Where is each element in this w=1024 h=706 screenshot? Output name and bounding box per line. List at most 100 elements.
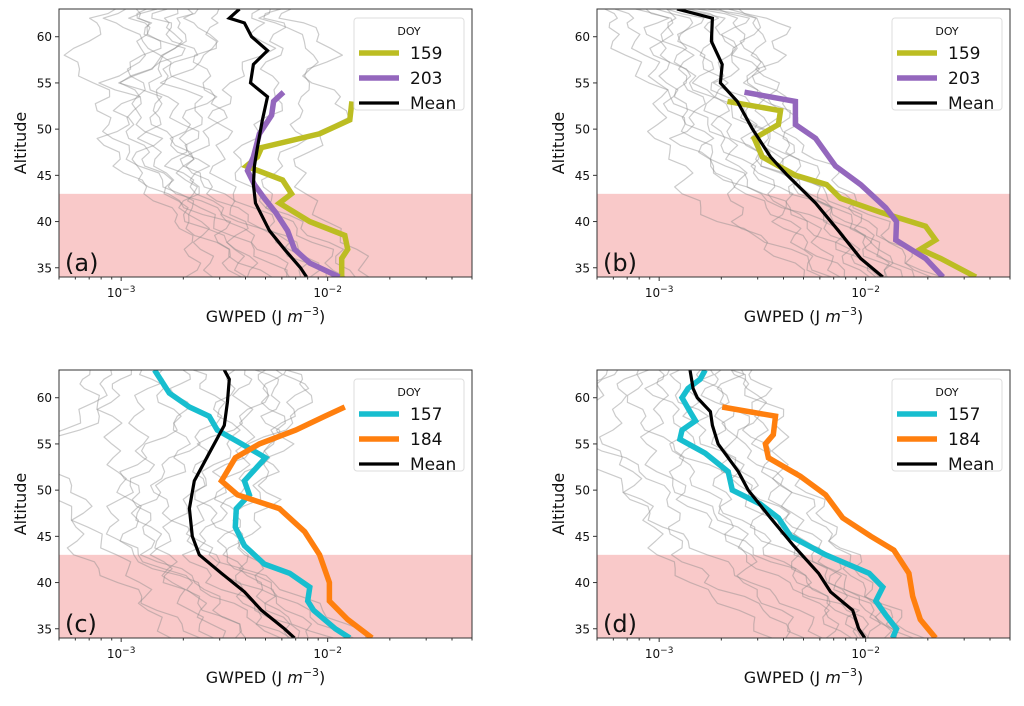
shaded-band <box>597 193 1010 277</box>
legend-label-184: 184 <box>948 430 980 450</box>
series-line-mean <box>226 9 308 277</box>
legend-box <box>891 17 1003 111</box>
ensemble-profile-line <box>79 370 214 638</box>
series-line-184 <box>217 404 374 638</box>
ensemble-profile-line <box>626 370 862 638</box>
series-line-203 <box>744 89 946 277</box>
y-tick-label: 60 <box>37 30 52 44</box>
ensemble-profile-line <box>598 370 823 638</box>
plot-lines <box>59 370 374 638</box>
ensemble-profile-line <box>112 9 309 277</box>
chart-c: 35 40 45 50 55 60 10−3 10−2 GWPED (J m−3) Altitud… <box>11 369 473 687</box>
chart-d: 35 40 45 50 55 60 10−3 10−2 GWPED (J m−3) Altitud… <box>549 369 1011 687</box>
y-tick-label: 50 <box>37 484 52 498</box>
y-tick-label: 60 <box>575 30 590 44</box>
ensemble-profile-line <box>237 370 334 638</box>
ensemble-profile-line <box>710 9 915 277</box>
ensemble-profile-line <box>119 370 292 638</box>
ensemble-profile-line <box>707 9 890 277</box>
ensemble-profile-line <box>676 9 846 277</box>
y-tick-label: 60 <box>37 391 52 405</box>
legend: DOY 157 184 Mean <box>353 378 465 475</box>
ensemble-profile-line <box>59 370 201 638</box>
ensemble-profile-line <box>192 370 291 638</box>
y-tick-label: 55 <box>575 76 590 90</box>
panel-d: 35 40 45 50 55 60 10−3 10−2 GWPED (J m−3) Altitud… <box>538 361 1024 706</box>
panel-a: 35 40 45 50 55 60 10−3 10−2 GWPED (J m−3) Altitud… <box>0 0 512 345</box>
x-tick-label: 10−3 <box>107 646 136 661</box>
ensemble-profile-line <box>614 9 832 277</box>
shaded-band <box>597 554 1010 638</box>
y-tick-label: 55 <box>37 437 52 451</box>
legend-title: DOY <box>935 25 959 38</box>
ensemble-profile-line <box>666 9 870 277</box>
ensemble-profile-line <box>731 370 881 638</box>
ensemble-profile-line <box>207 9 327 277</box>
legend-label-mean: Mean <box>948 455 994 475</box>
series-line-184 <box>721 404 938 638</box>
series-line-157 <box>152 370 352 638</box>
ensemble-profile-line <box>669 370 852 638</box>
ensemble-profile-line <box>149 9 273 277</box>
y-axis-title: Altitude <box>549 112 568 175</box>
ensemble-profile-line <box>645 9 880 277</box>
series-line-mean <box>676 9 884 277</box>
ensemble-profile-line <box>728 9 932 277</box>
x-tick-label: 10−3 <box>645 646 674 661</box>
legend-label-159: 159 <box>948 44 980 64</box>
ensemble-profile-line <box>649 9 841 277</box>
panel-label: (d) <box>603 610 637 638</box>
y-tick-label: 50 <box>575 484 590 498</box>
ensemble-profile-line <box>185 370 367 638</box>
panel-b: 35 40 45 50 55 60 10−3 10−2 GWPED (J m−3) Altitud… <box>538 0 1024 345</box>
panel-label: (a) <box>65 249 98 277</box>
legend-label-159: 159 <box>410 44 442 64</box>
legend-label-157: 157 <box>948 405 980 425</box>
y-tick-label: 35 <box>37 261 52 275</box>
y-tick-label: 40 <box>37 576 52 590</box>
y-tick-label: 55 <box>575 437 590 451</box>
x-axis-title: GWPED (J m−3) <box>206 305 326 326</box>
x-tick-label: 10−2 <box>851 646 880 661</box>
legend-box <box>891 378 1003 472</box>
ensemble-profile-line <box>149 370 247 638</box>
y-axis-title: Altitude <box>11 112 30 175</box>
legend-label-184: 184 <box>410 430 442 450</box>
ensemble-profile-line <box>159 9 290 277</box>
ensemble-profile-line <box>216 370 354 638</box>
y-tick-label: 40 <box>37 215 52 229</box>
ensemble-profile-line <box>597 370 773 638</box>
legend-label-mean: Mean <box>410 455 456 475</box>
ensemble-profile-line <box>697 9 894 277</box>
ensemble-profile-line <box>63 9 215 277</box>
x-tick-label: 10−2 <box>851 285 880 300</box>
legend: DOY 159 203 Mean <box>353 17 465 114</box>
x-tick-label: 10−3 <box>107 285 136 300</box>
y-tick-label: 40 <box>575 215 590 229</box>
series-line-159 <box>726 98 978 277</box>
ensemble-profile-line <box>96 9 202 277</box>
y-tick-label: 45 <box>37 530 52 544</box>
y-tick-label: 60 <box>575 391 590 405</box>
legend-title: DOY <box>935 386 959 399</box>
legend-box <box>353 378 465 472</box>
series-line-mean <box>187 370 296 638</box>
y-tick-label: 35 <box>575 261 590 275</box>
y-tick-label: 35 <box>575 622 590 636</box>
ensemble-profile-line <box>738 9 943 277</box>
ensemble-profile-line <box>730 370 893 638</box>
series-line-mean <box>688 370 867 638</box>
ensemble-profile-line <box>59 370 172 638</box>
x-tick-label: 10−3 <box>645 285 674 300</box>
y-tick-label: 45 <box>37 169 52 183</box>
ensemble-profile-line <box>666 9 904 277</box>
ensemble-profile-line <box>736 370 914 638</box>
ensemble-profile-line <box>150 370 282 638</box>
legend-label-mean: Mean <box>410 94 456 114</box>
y-tick-label: 35 <box>37 622 52 636</box>
x-tick-label: 10−2 <box>313 285 342 300</box>
y-tick-label: 45 <box>575 169 590 183</box>
legend-box <box>353 17 465 111</box>
legend: DOY 157 184 Mean <box>891 378 1003 475</box>
ensemble-profile-line <box>635 9 806 277</box>
